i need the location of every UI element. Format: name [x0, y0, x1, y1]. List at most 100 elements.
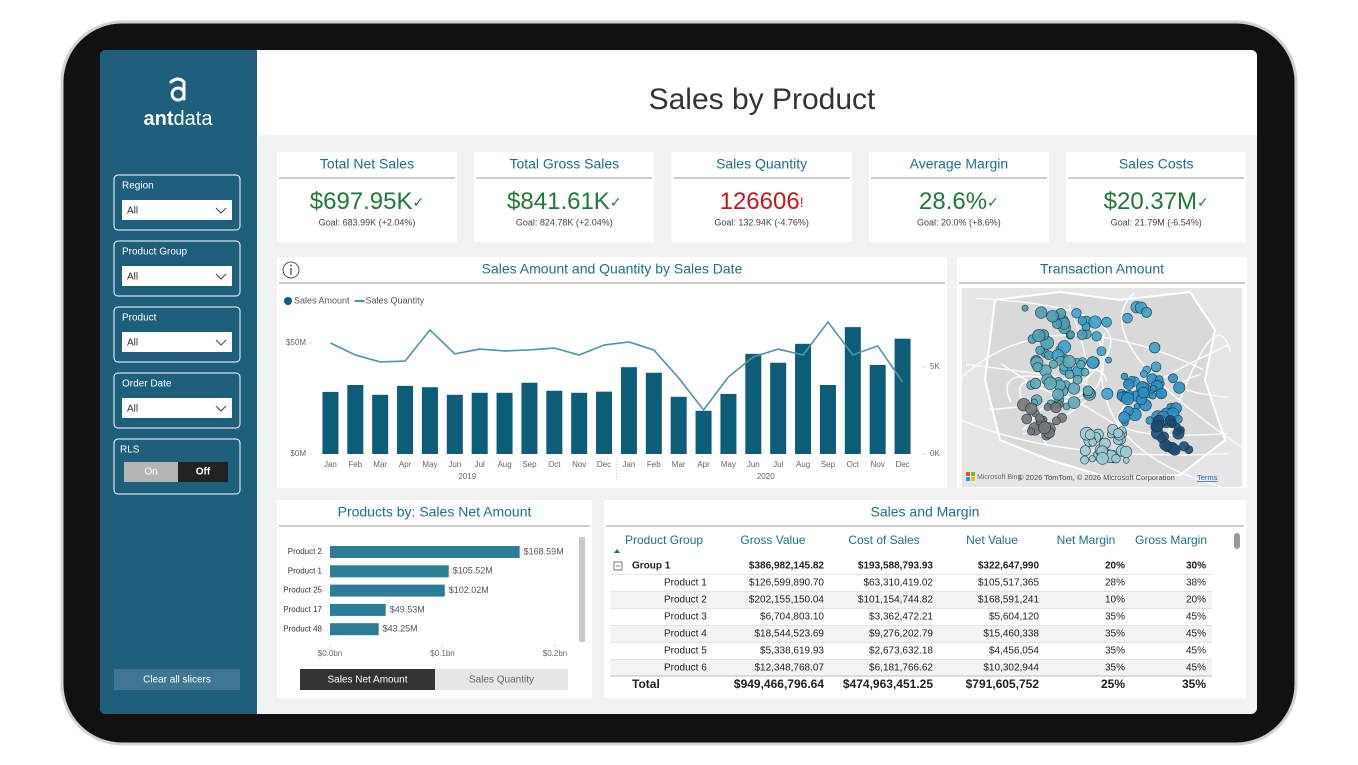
map-bubble	[1150, 361, 1162, 373]
table-cell: 20%	[1105, 561, 1125, 572]
toggle-off[interactable]	[178, 462, 228, 482]
map-bubble	[1120, 445, 1133, 458]
card-title: Sales Amount and Quantity by Sales Date	[482, 261, 743, 277]
data-label: $49.53M	[390, 604, 425, 614]
x-tick-label: May	[721, 460, 736, 469]
slicer-box	[113, 240, 241, 297]
column-header: Net Value	[966, 533, 1018, 547]
kpi-value: 126606!	[720, 188, 804, 215]
table-cell: Product 3	[664, 612, 707, 623]
collapse-icon[interactable]	[613, 561, 623, 571]
table-cell: Product 6	[664, 663, 707, 674]
x-tick-label: $0.1bn	[430, 649, 454, 658]
y-tick-label: Product 48	[283, 624, 322, 633]
map-bubble	[1030, 377, 1042, 389]
toggle-on-label: On	[144, 467, 157, 478]
sort-arrow	[614, 549, 620, 553]
bar	[397, 385, 414, 454]
slicer-dropdown[interactable]: All	[122, 398, 232, 418]
toggle-button[interactable]	[435, 669, 568, 690]
map-bubble	[1168, 419, 1177, 428]
table-cell: Total	[632, 677, 660, 691]
kpi-number: $20.37M	[1104, 188, 1197, 215]
dropdown-box[interactable]	[122, 398, 232, 418]
column-header: Gross Margin	[1135, 533, 1207, 547]
map-bubble	[1043, 402, 1052, 411]
x-tick-label: $0.2bn	[543, 649, 567, 658]
table-cell: 45%	[1186, 646, 1206, 657]
bar	[322, 391, 339, 454]
bar	[869, 364, 886, 454]
kpi-number: 126606	[720, 188, 800, 215]
x-tick-label: Jul	[475, 460, 485, 469]
table-cell: Product 1	[664, 578, 707, 589]
card-title: Sales Quantity	[716, 156, 807, 172]
map-bubble	[1121, 392, 1135, 406]
kpi-goal: Goal: 132.94K (-4.76%)	[714, 217, 809, 227]
toggle-button[interactable]	[300, 669, 435, 690]
slicer-dropdown[interactable]: All	[122, 332, 232, 352]
kpi-card	[671, 152, 852, 242]
map-bubble	[1025, 402, 1038, 415]
slicer-dropdown[interactable]: All	[122, 200, 232, 220]
scrollbar[interactable]	[579, 537, 585, 642]
map-bubble	[1067, 396, 1081, 409]
legend-label: Sales Amount	[294, 295, 350, 305]
scrollbar[interactable]	[1234, 533, 1240, 549]
y2-tick-label: 0K	[930, 449, 940, 458]
map-bubble	[1035, 345, 1045, 355]
kpi-goal: Goal: 824.78K (+2.04%)	[516, 217, 613, 227]
clear-button[interactable]	[114, 669, 240, 690]
map-bubble	[1049, 359, 1059, 369]
table-cell: 35%	[1105, 612, 1125, 623]
line	[330, 320, 904, 412]
data-label: $105.52M	[453, 566, 493, 576]
card-title: Sales Costs	[1119, 156, 1194, 172]
row-stripe	[610, 659, 1212, 677]
x-tick-label: Jul	[773, 460, 783, 469]
map-terms[interactable]: Terms	[1197, 473, 1218, 482]
kpi-card	[277, 152, 457, 242]
bar	[372, 394, 389, 454]
map-bubble	[1120, 372, 1129, 380]
x-tick-label: Jun	[747, 460, 760, 469]
table-cell: Product 2	[664, 595, 707, 606]
x-tick-label: Aug	[497, 460, 511, 469]
bar	[546, 390, 563, 454]
x-tick-label: Mar	[672, 460, 686, 469]
dropdown-box[interactable]	[122, 200, 232, 220]
card-title: Sales and Margin	[871, 504, 980, 520]
map-road	[962, 419, 1229, 456]
data-label: $43.25M	[383, 624, 418, 634]
table-cell: $105,517,365	[978, 578, 1040, 589]
map-bubble	[1046, 309, 1059, 323]
bar	[421, 387, 438, 454]
x-tick-label: Feb	[348, 460, 362, 469]
toggle-on[interactable]	[124, 462, 178, 482]
table-cell: 28%	[1105, 578, 1125, 589]
map-bubble	[1122, 456, 1130, 464]
info-icon[interactable]	[282, 261, 300, 279]
dropdown-box[interactable]	[122, 266, 232, 286]
table-cell: 25%	[1101, 677, 1125, 691]
slicer-dropdown[interactable]: All	[122, 266, 232, 286]
row-stripe	[610, 625, 1212, 643]
map-logo-text: Microsoft Bing	[977, 474, 1021, 481]
map-bubble	[1151, 420, 1164, 433]
kpi-indicator: ✓	[1197, 194, 1209, 210]
map-bubble	[1096, 346, 1107, 357]
logo-icon	[169, 77, 186, 102]
bar	[695, 410, 712, 454]
table-cell: 35%	[1105, 646, 1125, 657]
dropdown-box[interactable]	[122, 332, 232, 352]
x-tick-label: Nov	[871, 460, 885, 469]
chevron	[215, 405, 227, 412]
logo-ant: ant	[144, 108, 174, 130]
kpi-card	[1066, 152, 1247, 242]
table-cell: 35%	[1105, 663, 1125, 674]
x-tick-label: Mar	[373, 460, 387, 469]
info-ring[interactable]	[282, 261, 300, 279]
toggle-off-label: Off	[196, 467, 211, 478]
bar	[471, 392, 488, 454]
map-bubble	[1101, 387, 1114, 400]
